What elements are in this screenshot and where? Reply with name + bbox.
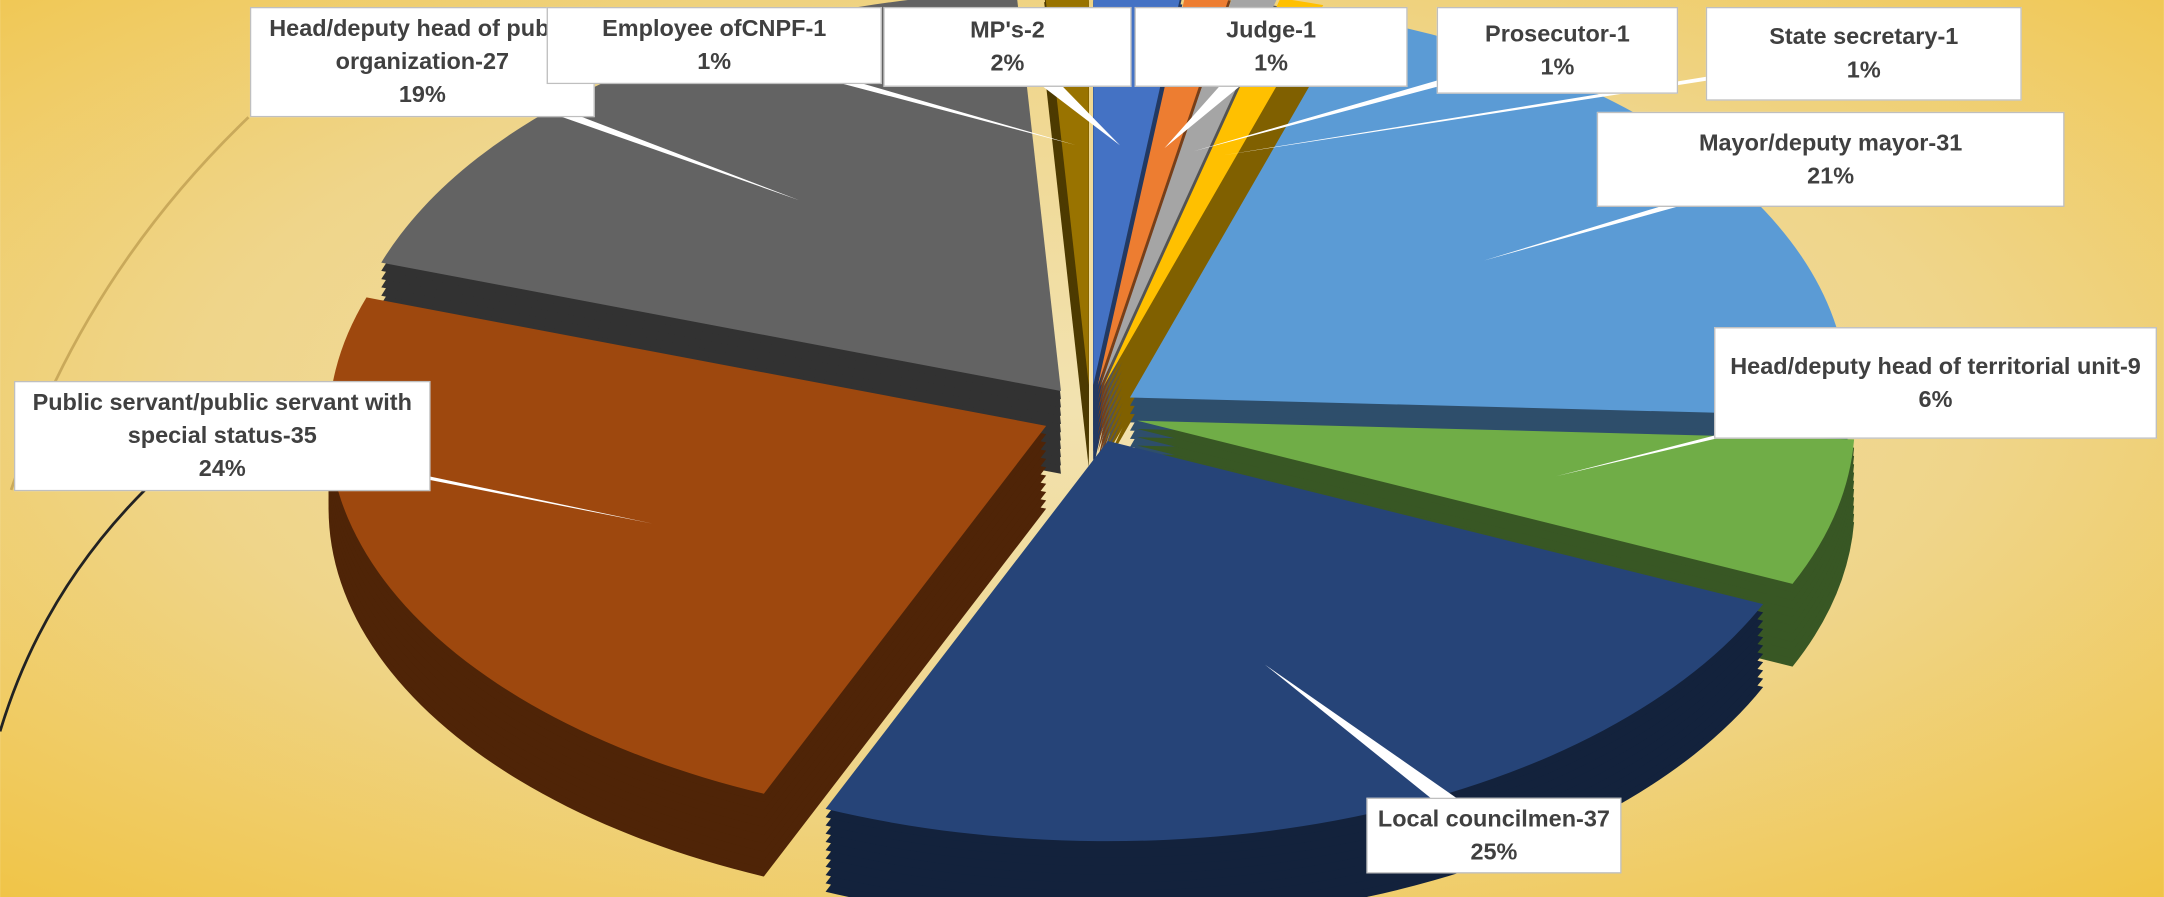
value-label: 21% <box>1807 162 1855 189</box>
value-label: 6% <box>1918 385 1953 412</box>
data-label: Judge-1 1% <box>1134 6 1408 87</box>
slice-side <box>1103 23 1324 411</box>
slice-side <box>1103 6 1324 395</box>
category-label: Local councilmen-37 <box>1377 805 1610 832</box>
category-label: MP's-2 <box>970 16 1045 43</box>
slice <box>1045 0 1089 386</box>
slice <box>328 297 1047 794</box>
label-box: MP's-2 2% <box>883 6 1132 87</box>
label-box: Prosecutor-1 1% <box>1436 6 1679 94</box>
value-label: 25% <box>1470 838 1518 865</box>
slice <box>1137 420 1855 584</box>
category-label: Public servant/public servant with speci… <box>32 389 412 449</box>
slice <box>1129 16 1848 417</box>
data-label: Local councilmen-37 25% <box>1366 797 1622 874</box>
category-label: Employee ofCNPF-1 <box>602 15 827 42</box>
data-label: Public servant/public servant with speci… <box>13 380 431 492</box>
category-label: Judge-1 <box>1226 16 1317 43</box>
data-label: Head/deputy head of public organization-… <box>249 6 595 118</box>
data-label: Employee ofCNPF-1 1% <box>546 6 882 85</box>
data-label: Prosecutor-1 1% <box>1436 6 1679 94</box>
slice <box>825 440 1764 842</box>
value-label: 1% <box>1254 49 1289 76</box>
label-box: Head/deputy head of territorial unit-9 6% <box>1714 327 2158 439</box>
value-label: 19% <box>398 81 446 108</box>
label-box: Public servant/public servant with speci… <box>13 380 431 492</box>
slice-side <box>1103 39 1324 428</box>
callout <box>697 45 1076 146</box>
slice-side <box>1103 56 1324 445</box>
category-label: State secretary-1 <box>1769 23 1959 50</box>
slice-side <box>1097 0 1231 394</box>
category-label: Mayor/deputy mayor-31 <box>1698 129 1963 156</box>
data-label: Head/deputy head of territorial unit-9 6% <box>1714 327 2158 439</box>
label-box: Judge-1 1% <box>1134 6 1408 87</box>
slice <box>381 0 1061 391</box>
value-label: 1% <box>1846 56 1881 83</box>
category-label: Head/deputy head of public organization-… <box>269 15 576 75</box>
decor-arc <box>0 488 146 732</box>
slice <box>1093 0 1180 386</box>
pie <box>328 0 1855 897</box>
slice <box>1097 0 1229 386</box>
slice-side <box>1103 14 1324 403</box>
data-label: State secretary-1 1% <box>1705 6 2022 101</box>
label-box: Local councilmen-37 25% <box>1366 797 1622 874</box>
category-label: Head/deputy head of territorial unit-9 <box>1730 352 2141 379</box>
slice-side <box>1103 31 1324 420</box>
value-label: 1% <box>1540 53 1575 80</box>
value-label: 2% <box>990 49 1025 76</box>
category-label: Prosecutor-1 <box>1485 20 1630 47</box>
label-box: Employee ofCNPF-1 1% <box>546 6 882 85</box>
label-box: State secretary-1 1% <box>1705 6 2022 101</box>
slice-side <box>1103 47 1324 436</box>
label-box: Mayor/deputy mayor-31 21% <box>1596 111 2065 207</box>
value-label: 1% <box>697 48 732 75</box>
data-label: MP's-2 2% <box>883 6 1132 87</box>
label-box: Head/deputy head of public organization-… <box>249 6 595 118</box>
slice <box>1103 0 1324 387</box>
value-label: 24% <box>198 455 246 482</box>
data-label: Mayor/deputy mayor-31 21% <box>1596 111 2065 207</box>
